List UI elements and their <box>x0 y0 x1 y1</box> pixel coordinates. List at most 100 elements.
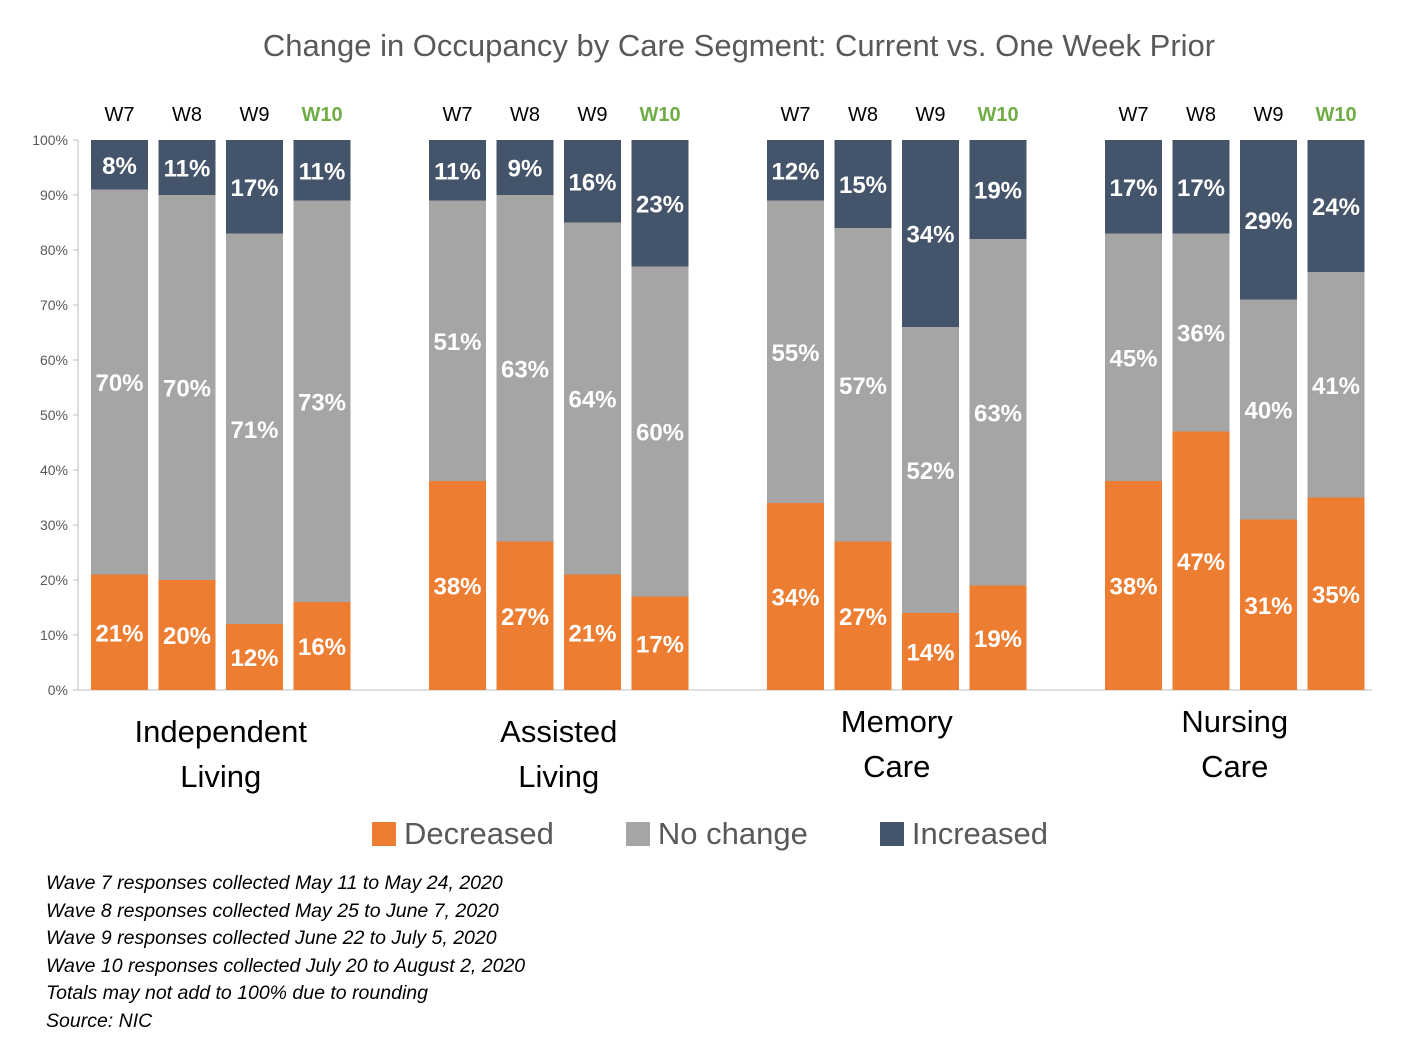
data-label-no-change: 63% <box>501 356 549 383</box>
wave-header-label: W7 <box>105 104 135 126</box>
legend-swatch-decreased <box>372 822 396 846</box>
bar-segment-increased <box>631 140 689 267</box>
category-label: Care <box>1201 749 1268 784</box>
wave-header-label: W9 <box>240 104 270 126</box>
category-label: Memory <box>841 704 953 739</box>
bar-segment-increased <box>226 140 283 234</box>
wave-header-label: W8 <box>848 104 878 126</box>
bar-segment-decreased <box>1240 519 1297 690</box>
data-label-no-change: 70% <box>163 376 211 403</box>
bar-segment-no-change <box>1105 233 1162 481</box>
legend-label-no-change: No change <box>657 816 808 851</box>
data-label-decreased: 47% <box>1177 549 1225 576</box>
footnote-line: Source: NIC <box>46 1009 153 1032</box>
data-label-no-change: 36% <box>1177 321 1225 348</box>
bar-segment-increased <box>1172 140 1230 234</box>
bar-segment-decreased <box>834 541 892 690</box>
data-label-increased: 16% <box>568 169 616 196</box>
bar-segment-decreased <box>564 574 621 690</box>
data-label-decreased: 16% <box>298 634 346 661</box>
y-tick-label: 100% <box>32 132 68 148</box>
footnote-line: Totals may not add to 100% due to roundi… <box>46 982 428 1004</box>
y-tick-label: 50% <box>40 407 68 423</box>
category-label: Independent <box>135 714 308 749</box>
bar-segment-decreased <box>293 602 351 690</box>
data-label-increased: 9% <box>508 156 543 183</box>
wave-header-label: W8 <box>172 104 202 126</box>
bar-segment-increased <box>496 140 554 195</box>
bar-segment-no-change <box>429 200 486 481</box>
data-label-decreased: 12% <box>230 645 278 672</box>
bar-segment-increased <box>91 140 148 190</box>
data-label-no-change: 55% <box>771 340 819 367</box>
wave-header-label: W10 <box>1315 104 1356 126</box>
data-label-increased: 11% <box>434 158 481 185</box>
category-label: Living <box>180 759 261 794</box>
data-label-no-change: 45% <box>1109 345 1157 372</box>
bar-segment-increased <box>834 140 892 228</box>
bar-segment-decreased <box>969 585 1027 690</box>
category-label: Assisted <box>500 714 617 749</box>
bar-segment-increased <box>1240 140 1297 300</box>
y-tick-label: 40% <box>40 462 68 478</box>
wave-header-label: W10 <box>301 104 342 126</box>
bar-segment-no-change <box>226 233 283 624</box>
bar-segment-decreased <box>91 574 148 690</box>
data-label-no-change: 41% <box>1312 373 1360 400</box>
data-label-decreased: 34% <box>771 585 819 612</box>
bar-segment-no-change <box>91 189 148 575</box>
bar-segment-decreased <box>1105 481 1162 690</box>
data-label-no-change: 73% <box>298 389 346 416</box>
data-label-increased: 19% <box>974 178 1022 205</box>
bar-segment-decreased <box>158 580 216 690</box>
wave-header-label: W8 <box>1186 104 1216 126</box>
data-label-increased: 15% <box>839 172 887 199</box>
bar-segment-no-change <box>1240 299 1297 520</box>
data-label-no-change: 60% <box>636 420 684 447</box>
bar-segment-no-change <box>767 200 824 503</box>
chart-title: Change in Occupancy by Care Segment: Cur… <box>262 28 1216 63</box>
data-label-decreased: 17% <box>636 631 684 658</box>
footnote-line: Wave 8 responses collected May 25 to Jun… <box>46 899 499 922</box>
bar-segment-no-change <box>158 195 216 580</box>
bar-segment-increased <box>902 140 959 327</box>
data-label-increased: 23% <box>636 191 684 218</box>
footnote-line: Wave 9 responses collected June 22 to Ju… <box>46 927 497 949</box>
data-label-no-change: 63% <box>974 400 1022 427</box>
legend-item-increased: Increased <box>879 816 1049 852</box>
footnote-line: Wave 10 responses collected July 20 to A… <box>46 954 526 977</box>
bar-segment-increased <box>429 140 486 201</box>
data-label-no-change: 51% <box>433 329 481 356</box>
legend-item-decreased: Decreased <box>372 816 554 852</box>
y-tick-label: 10% <box>40 627 68 643</box>
bar-segment-no-change <box>631 266 689 597</box>
data-label-decreased: 38% <box>1109 574 1157 601</box>
footnotes: Wave 7 responses collected May 11 to May… <box>46 870 525 1035</box>
data-label-decreased: 21% <box>95 620 143 647</box>
bar-segment-no-change <box>564 222 621 575</box>
data-label-no-change: 57% <box>839 373 887 400</box>
wave-header-label: W7 <box>443 104 473 126</box>
data-label-decreased: 27% <box>839 604 887 631</box>
bar-segment-no-change <box>834 228 892 542</box>
wave-header-label: W8 <box>510 104 540 126</box>
wave-header-label: W9 <box>578 104 608 126</box>
y-tick-label: 20% <box>40 572 68 588</box>
bar-segment-decreased <box>902 613 959 690</box>
bar-segment-increased <box>293 140 351 201</box>
data-label-decreased: 27% <box>501 604 549 631</box>
legend-label-decreased: Decreased <box>404 816 554 851</box>
data-label-decreased: 31% <box>1244 593 1292 620</box>
legend-label-increased: Increased <box>911 816 1049 851</box>
legend-swatch-increased <box>879 822 904 846</box>
bar-segment-decreased <box>226 624 283 690</box>
data-label-no-change: 70% <box>95 370 143 397</box>
bar-segment-no-change <box>902 327 959 613</box>
y-tick-label: 30% <box>40 517 68 533</box>
data-label-decreased: 20% <box>163 623 211 650</box>
y-tick-label: 80% <box>40 242 68 258</box>
bar-segment-increased <box>969 140 1027 239</box>
wave-header-label: W9 <box>916 104 946 126</box>
legend-swatch-no-change <box>625 822 650 846</box>
